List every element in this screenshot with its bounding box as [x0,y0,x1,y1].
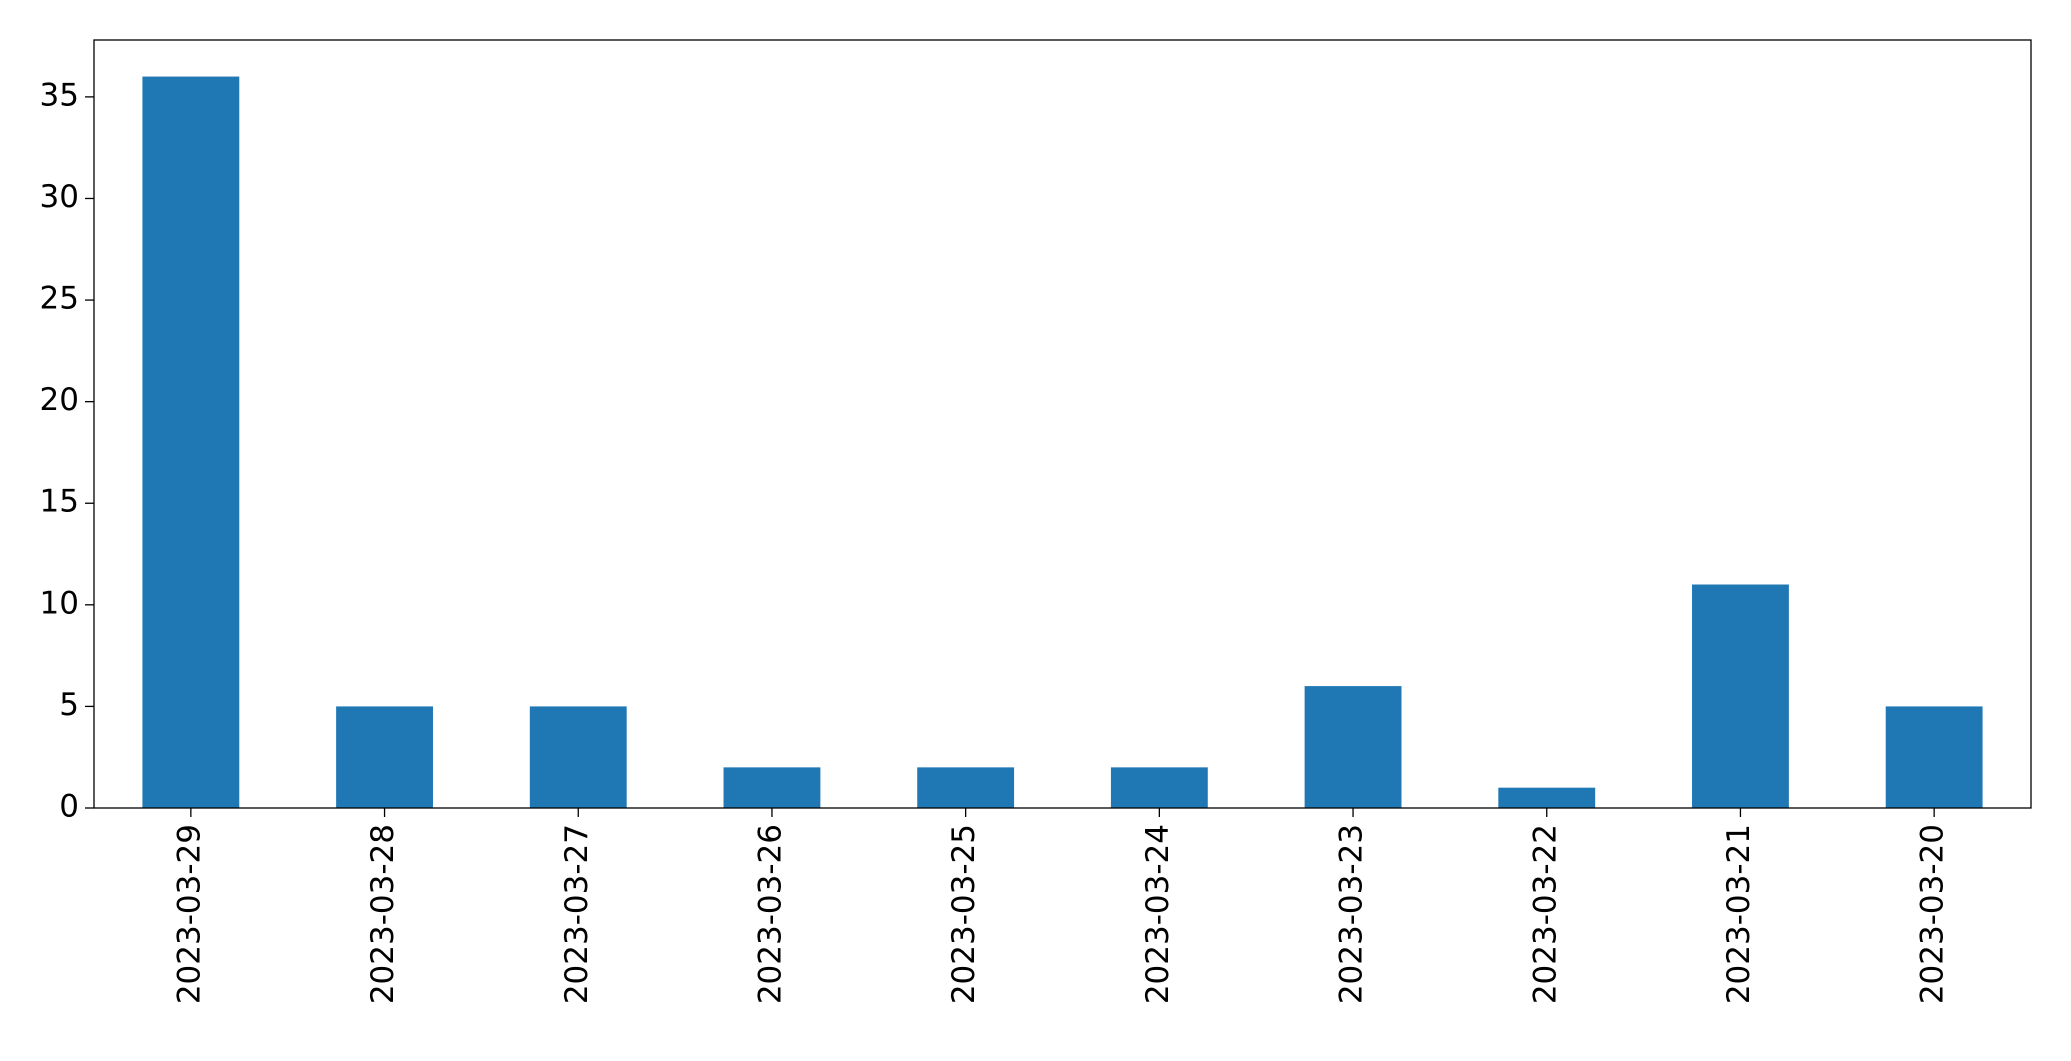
x-tick-label: 2023-03-22 [1527,824,1563,1004]
y-tick-label: 0 [59,789,79,825]
x-tick-label: 2023-03-21 [1721,824,1757,1004]
x-tick-label: 2023-03-23 [1334,824,1370,1004]
x-tick-label: 2023-03-25 [946,824,982,1004]
bar [1692,584,1789,808]
bar [723,767,821,808]
y-tick-label: 35 [40,77,79,113]
bar [142,76,240,809]
x-tick-label: 2023-03-29 [171,824,207,1004]
bar [1885,706,1983,808]
x-tick-label: 2023-03-20 [1915,824,1951,1004]
y-tick-label: 10 [40,585,79,621]
x-tick-label: 2023-03-27 [559,824,595,1004]
x-tick-label: 2023-03-28 [365,824,401,1004]
bar [1304,686,1402,808]
bar [917,767,1015,808]
y-tick-label: 20 [40,382,79,418]
y-tick-label: 15 [40,484,79,520]
bar [336,706,433,808]
bar [1110,767,1208,808]
y-tick-label: 25 [40,281,79,317]
bar [1498,787,1596,808]
y-tick-label: 5 [59,687,79,723]
bar [529,706,627,808]
plot-frame [93,39,2032,809]
x-tick-label: 2023-03-24 [1140,824,1176,1004]
x-tick-label: 2023-03-26 [752,824,788,1004]
y-tick-label: 30 [40,179,79,215]
